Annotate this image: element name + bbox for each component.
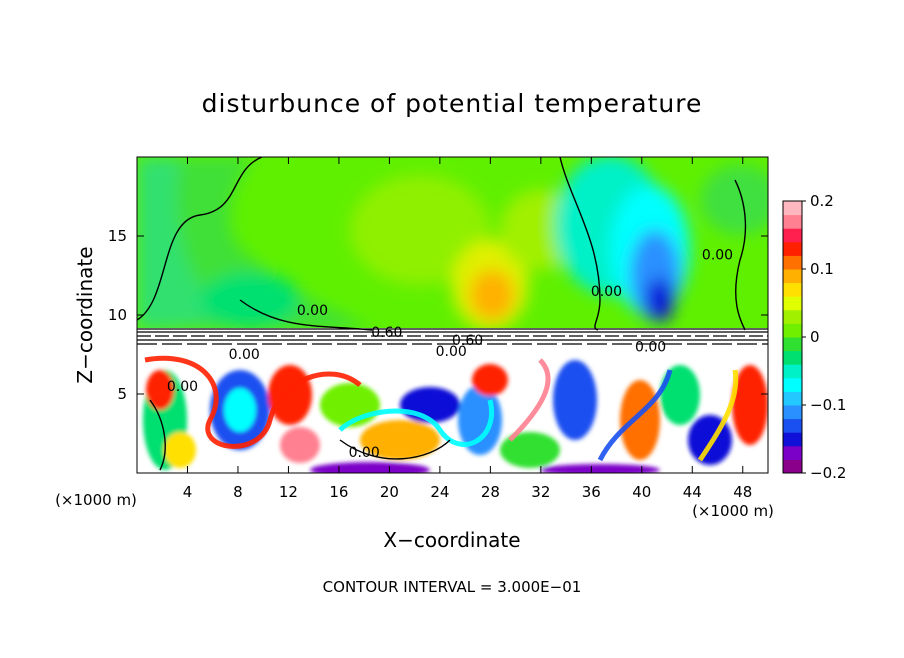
x-tick-label: 4: [183, 483, 193, 501]
x-tick-label: 32: [531, 483, 550, 501]
y-axis-label: Z−coordinate: [73, 246, 97, 383]
contour-label: 0.00: [349, 445, 380, 461]
x-tick-label: 48: [733, 483, 752, 501]
x-axis: 4 8 12 16 20 24 28 32 36 40 44 48: [183, 157, 752, 501]
contour-label: 0.00: [297, 303, 328, 319]
x-tick-label: 12: [279, 483, 298, 501]
x-tick-label: 24: [430, 483, 449, 501]
y-tick-label: 15: [108, 227, 127, 245]
colorbar-swatch: [783, 418, 802, 433]
y-tick-label: 10: [108, 306, 127, 324]
colorbar-swatch: [783, 282, 802, 297]
colorbar-tick-label: −0.1: [810, 396, 846, 414]
contour-label: 0.00: [702, 248, 733, 264]
colorbar-swatch: [783, 459, 802, 474]
contour-label: 0.00: [635, 339, 666, 355]
colorbar-swatch: [783, 377, 802, 392]
contour-label: 0.00: [167, 379, 198, 395]
colorbar-swatch: [783, 445, 802, 460]
colorbar-swatch: [783, 432, 802, 447]
x-tick-label: 36: [582, 483, 601, 501]
colorbar-tick-label: 0.2: [810, 192, 834, 210]
x-tick-label: 16: [329, 483, 348, 501]
colorbar-swatch: [783, 201, 802, 216]
y-axis-unit: (×1000 m): [55, 491, 137, 509]
contour-label: 0.60: [371, 325, 402, 341]
colorbar-swatch: [783, 391, 802, 406]
colorbar: 0.2 0.1 0 −0.1 −0.2: [782, 192, 846, 482]
colorbar-tick-label: −0.2: [810, 464, 846, 482]
contour-labels: 0.000.000.000.60 0.600.000.000.000.000.00: [167, 248, 733, 462]
x-tick-label: 20: [380, 483, 399, 501]
contour-label: 0.00: [229, 347, 260, 363]
y-tick-label: 5: [117, 385, 127, 403]
colorbar-swatch: [783, 405, 802, 420]
contour-interval-note: CONTOUR INTERVAL = 3.000E−01: [323, 578, 582, 596]
colorbar-swatch: [783, 364, 802, 379]
x-axis-unit: (×1000 m): [692, 502, 774, 520]
plot-field: [137, 157, 768, 473]
contour-label: 0.00: [436, 344, 467, 360]
colorbar-swatch: [783, 269, 802, 284]
colorbar-swatch: [783, 309, 802, 324]
x-tick-label: 44: [683, 483, 702, 501]
colorbar-swatch: [783, 241, 802, 256]
colorbar-swatch: [783, 350, 802, 365]
chart-title: disturbunce of potential temperature: [202, 89, 703, 118]
x-tick-label: 8: [233, 483, 243, 501]
colorbar-tick-label: 0: [810, 328, 820, 346]
contour-label: 0.00: [591, 284, 622, 300]
colorbar-swatch: [783, 228, 802, 243]
x-tick-label: 28: [481, 483, 500, 501]
x-axis-label: X−coordinate: [383, 528, 520, 552]
contour-label: 0.60: [452, 333, 483, 349]
colorbar-swatch: [783, 337, 802, 352]
x-tick-label: 40: [632, 483, 651, 501]
y-axis: 5 10 15: [108, 227, 768, 403]
colorbar-swatch: [783, 214, 802, 229]
colorbar-tick-label: 0.1: [810, 260, 834, 278]
colorbar-swatch: [783, 323, 802, 338]
colorbar-swatch: [783, 296, 802, 311]
colorbar-swatch: [783, 255, 802, 270]
